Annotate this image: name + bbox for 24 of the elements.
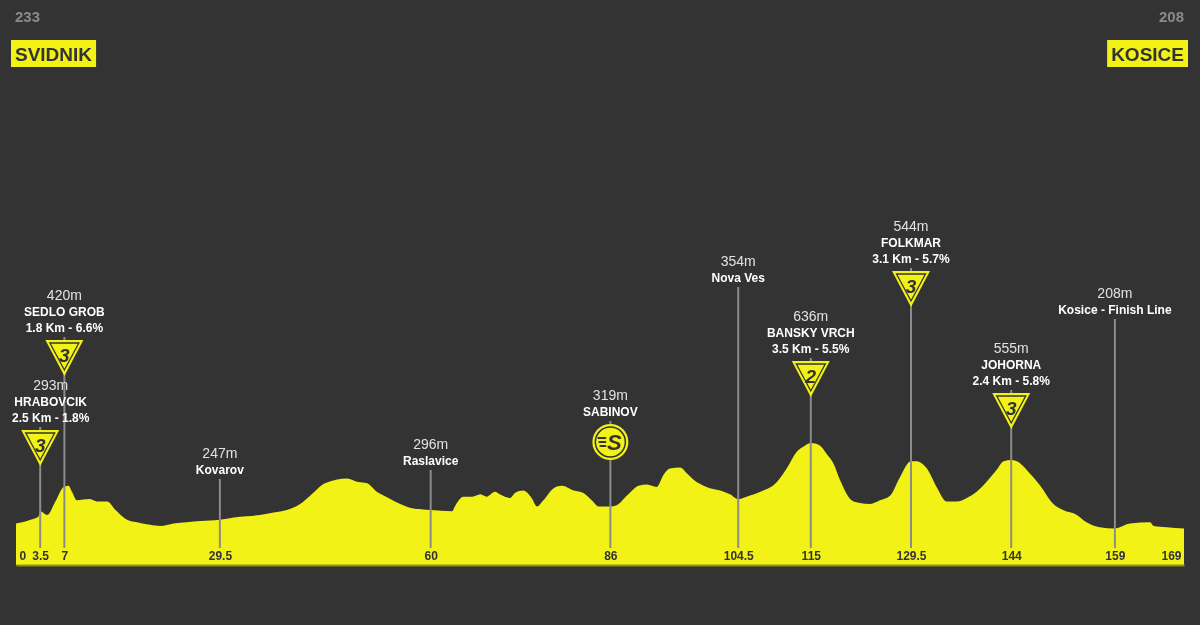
- x-tick-label: 0: [19, 549, 27, 563]
- x-tick-label: 7: [61, 549, 69, 563]
- x-tick-label: 60: [424, 549, 439, 563]
- x-tick-label: 115: [801, 549, 822, 563]
- ref-line-label: 354m Nova Ves: [711, 253, 766, 285]
- ref-line-label: 319m SABINOV S: [583, 387, 638, 455]
- ref-line-label: 544m FOLKMAR 3.1 Km - 5.7% 3: [872, 218, 951, 297]
- x-tick-label: 159: [1105, 549, 1126, 563]
- x-tick-label: 86: [604, 549, 618, 563]
- text: 208 KOSICE: [1111, 8, 1184, 65]
- x-tick-label: 29.5: [208, 549, 233, 563]
- text: 233 SVIDNIK: [15, 8, 93, 65]
- ref-line-label: 296m Raslavice: [402, 436, 459, 468]
- x-tick-label: 3.5: [32, 549, 50, 563]
- ref-line-label: 555m JOHORNA 2.4 Km - 5.8% 3: [972, 340, 1051, 419]
- ref-line-label: 293m HRABOVCIK 2.5 Km - 1.8% 3: [12, 377, 90, 456]
- x-tick-label: 129.5: [896, 549, 927, 563]
- ref-line-label: 208m Kosice - Finish Line: [1058, 285, 1172, 317]
- x-tick-label: 144: [1001, 549, 1023, 563]
- ref-line-label: 420m SEDLO GROB 1.8 Km - 6.6% 3: [24, 287, 106, 366]
- x-tick-label: 104.5: [723, 549, 755, 563]
- ref-line-label: 247m Kovarov: [195, 445, 245, 477]
- x-tick-label: 169: [1161, 549, 1182, 563]
- ref-line-label: 636m BANSKY VRCH 3.5 Km - 5.5% 2: [766, 308, 855, 387]
